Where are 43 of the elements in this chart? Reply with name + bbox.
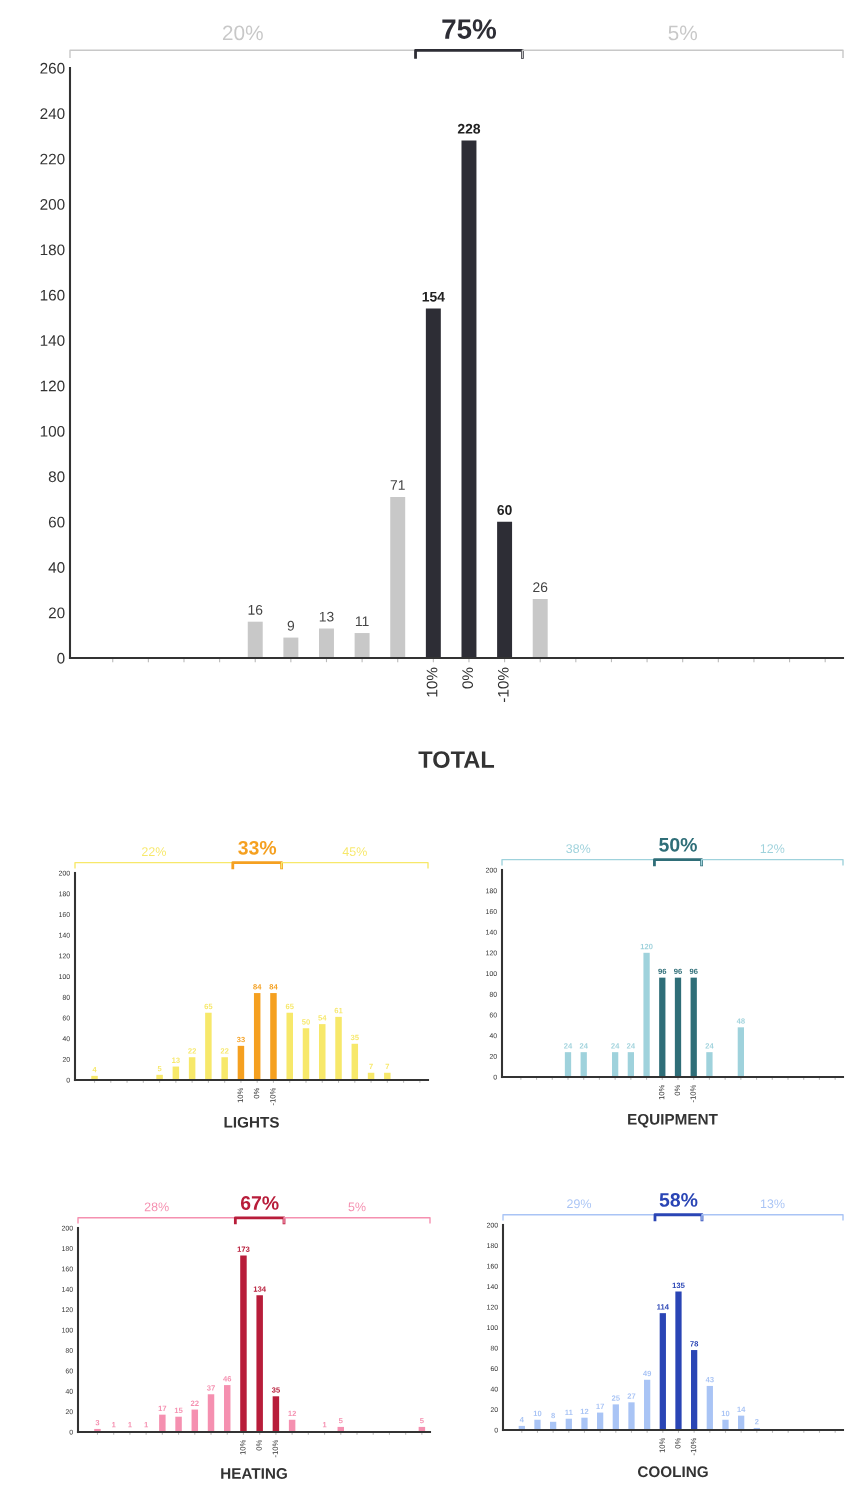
text: 12% (760, 844, 785, 853)
text: EQUIPMENT (628, 1113, 718, 1128)
y-tick-label: 200 (40, 199, 65, 210)
text: 50% (659, 837, 697, 852)
text: LIGHTS (224, 1116, 279, 1128)
text: 45% (342, 847, 367, 857)
y-tick-label: 180 (40, 244, 65, 256)
data-label: 71 (390, 480, 405, 490)
y-tick-label: 0 (57, 652, 65, 664)
text: COOLING (637, 1466, 708, 1478)
text: 58% (659, 1193, 698, 1207)
y-tick-label: 220 (40, 153, 65, 165)
text: 38% (566, 844, 591, 854)
data-label: 26 (533, 582, 548, 593)
y-tick-label: 60 (48, 516, 65, 528)
data-label: 13 (319, 611, 334, 622)
text: 28% (144, 1202, 169, 1212)
x-tick-label: -10% (497, 667, 509, 703)
y-tick-label: 100 (40, 425, 65, 437)
text: 13% (760, 1199, 785, 1209)
y-tick-label: 120 (40, 380, 65, 392)
data-label: 154 (422, 291, 445, 302)
y-tick-label: 240 (40, 108, 65, 120)
y-tick-label: 140 (40, 335, 65, 346)
text: 5% (348, 1202, 366, 1212)
text: 33% (238, 840, 277, 855)
data-label: 16 (248, 604, 263, 615)
text: 22% (142, 847, 166, 856)
y-tick-label: 160 (40, 289, 65, 301)
text: HEATING (221, 1468, 287, 1479)
data-label: 11 (355, 616, 369, 626)
text: 67% (240, 1196, 279, 1210)
y-tick-label: 40 (48, 562, 65, 573)
y-tick-label: 80 (48, 471, 65, 483)
text: 75% (442, 19, 497, 39)
data-label: 9 (287, 620, 295, 631)
text: 29% (567, 1199, 592, 1209)
data-label: 228 (457, 123, 481, 134)
x-tick-label: 0% (462, 667, 474, 689)
y-tick-label: 260 (40, 62, 65, 74)
y-tick-label: 20 (48, 607, 65, 619)
text: TOTAL (418, 751, 495, 768)
x-tick-label: 10% (426, 667, 438, 697)
